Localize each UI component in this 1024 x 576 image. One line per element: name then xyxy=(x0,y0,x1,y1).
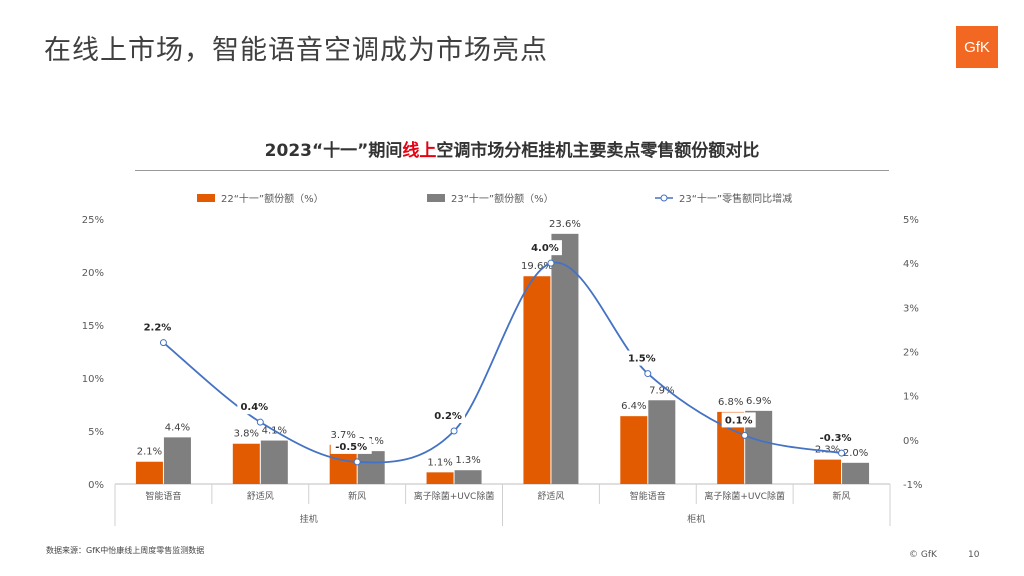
bar-value-label: 3.8% xyxy=(234,429,259,440)
bar-2023 xyxy=(163,437,191,484)
category-label: 智能语音 xyxy=(145,490,181,502)
group-label: 柜机 xyxy=(687,513,705,525)
bar-2023 xyxy=(260,440,288,484)
y-left-tick-label: 5% xyxy=(88,427,104,438)
line-value-label: 0.2% xyxy=(434,411,462,422)
bar-value-label: 23.6% xyxy=(549,219,581,230)
bar-value-label: 6.4% xyxy=(621,401,646,412)
bar-2023 xyxy=(551,233,579,484)
line-value-label: -0.3% xyxy=(820,433,852,444)
chart-title-highlight: 线上 xyxy=(402,141,437,161)
line-label-background xyxy=(721,412,756,428)
yoy-change-point xyxy=(547,259,555,267)
gfk-logo: GfK xyxy=(956,26,998,68)
y-left-tick-label: 0% xyxy=(88,480,104,491)
yoy-change-point xyxy=(159,339,167,347)
yoy-change-point xyxy=(741,431,749,439)
bar-2023 xyxy=(648,400,676,484)
y-right-tick-label: -1% xyxy=(903,480,922,491)
legend-label: 22“十一”额份额（%） xyxy=(221,192,324,205)
bar-2022 xyxy=(426,472,454,484)
bar-2022 xyxy=(232,443,260,484)
legend-marker xyxy=(660,194,668,202)
bar-value-label: 4.4% xyxy=(165,422,190,433)
bar-value-label: 7.9% xyxy=(649,385,674,396)
bar-2022 xyxy=(620,416,648,484)
bar-value-label: 1.1% xyxy=(427,457,452,468)
legend-swatch xyxy=(197,194,215,202)
bar-value-label: 6.8% xyxy=(718,397,743,408)
slide-title: 在线上市场，智能语音空调成为市场亮点 xyxy=(44,35,548,66)
yoy-change-point xyxy=(256,418,264,426)
legend-label: 23“十一”额份额（%） xyxy=(451,192,554,205)
bar-2022 xyxy=(523,276,551,484)
yoy-change-point xyxy=(450,427,458,435)
y-left-tick-label: 25% xyxy=(82,215,104,226)
category-label: 舒适风 xyxy=(247,490,274,502)
line-label-background xyxy=(815,430,857,446)
y-right-tick-label: 3% xyxy=(903,303,919,314)
bar-2023 xyxy=(357,451,385,484)
category-label: 新风 xyxy=(833,490,851,502)
line-value-label: 1.5% xyxy=(628,354,656,365)
line-label-background xyxy=(330,438,372,454)
bar-value-label: 2.1% xyxy=(137,447,162,458)
page-number: 10 xyxy=(968,550,980,560)
line-label-background xyxy=(624,350,659,366)
yoy-change-point xyxy=(353,458,361,466)
y-left-tick-label: 15% xyxy=(82,321,104,332)
y-right-tick-label: 0% xyxy=(903,436,919,447)
category-label: 离子除菌+UVC除菌 xyxy=(704,490,785,502)
line-value-label: 4.0% xyxy=(531,243,559,254)
yoy-change-line xyxy=(162,261,842,464)
y-left-tick-label: 10% xyxy=(82,374,104,385)
category-label: 离子除菌+UVC除菌 xyxy=(414,490,495,502)
chart-title: 2023“十一”期间线上空调市场分柜挂机主要卖点零售额份额对比 xyxy=(0,136,1024,161)
y-right-tick-label: 4% xyxy=(903,259,919,270)
legend-label: 23“十一”零售额同比增减 xyxy=(679,192,792,205)
group-label: 挂机 xyxy=(300,513,318,525)
category-label: 舒适风 xyxy=(537,490,564,502)
category-label: 智能语音 xyxy=(630,490,666,502)
bar-value-label: 19.6% xyxy=(521,261,553,272)
line-value-label: -0.5% xyxy=(335,442,367,453)
y-right-tick-label: 2% xyxy=(903,348,919,359)
legend-swatch xyxy=(427,194,445,202)
line-label-background xyxy=(527,240,562,256)
title-divider xyxy=(135,170,889,171)
chart-title-part-2: 空调市场分柜挂机主要卖点零售额份额对比 xyxy=(436,141,760,161)
y-left-tick-label: 20% xyxy=(82,268,104,279)
y-right-tick-label: 1% xyxy=(903,392,919,403)
bar-value-label: 1.3% xyxy=(455,455,480,466)
bar-2023 xyxy=(842,462,870,484)
line-value-label: 2.2% xyxy=(144,323,172,334)
bar-2023 xyxy=(454,470,482,484)
line-label-background xyxy=(140,319,175,335)
line-value-label: 0.1% xyxy=(725,415,753,426)
copyright-text: © GfK xyxy=(909,550,937,560)
yoy-change-point xyxy=(644,370,652,378)
yoy-change-point xyxy=(838,449,846,457)
bar-value-label: 2.0% xyxy=(843,448,868,459)
bar-value-label: 2.3% xyxy=(815,445,840,456)
data-source-note: 数据来源：GfK中怡康线上周度零售监测数据 xyxy=(46,546,205,555)
category-label: 新风 xyxy=(348,490,366,502)
line-label-background xyxy=(431,408,466,423)
bar-value-label: 6.9% xyxy=(746,396,771,407)
bar-2022 xyxy=(814,459,842,484)
line-label-background xyxy=(237,399,272,415)
bar-value-label: 3.7% xyxy=(330,430,355,441)
chart-title-part-1: 2023“十一”期间 xyxy=(264,141,403,161)
y-right-tick-label: 5% xyxy=(903,215,919,226)
line-value-label: 0.4% xyxy=(240,402,268,413)
bar-2022 xyxy=(135,461,163,484)
